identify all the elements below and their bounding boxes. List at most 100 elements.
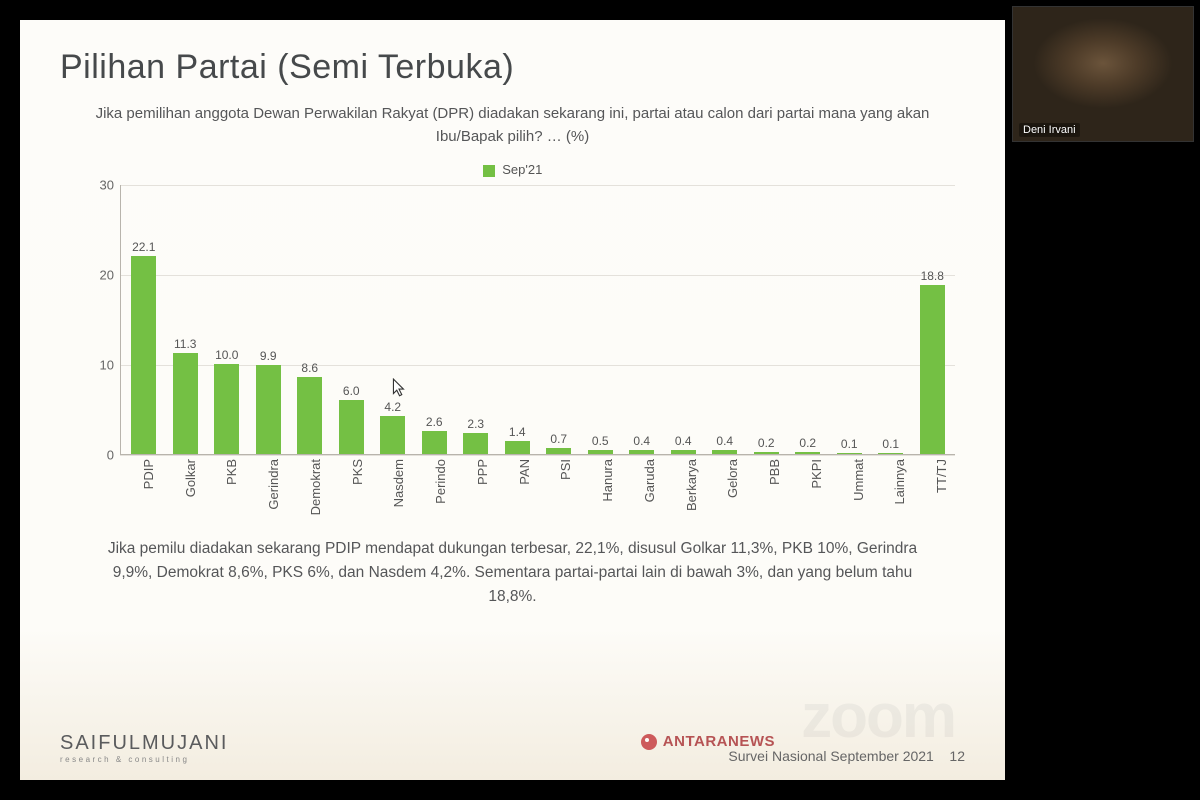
bar-value-label: 0.1: [882, 437, 899, 451]
bar: [712, 450, 737, 454]
x-category-label: PKS: [350, 459, 365, 485]
bar-slot: 10.0: [206, 185, 248, 454]
bar-value-label: 6.0: [343, 384, 360, 398]
y-axis: 0102030: [90, 185, 120, 455]
slide-footer: SAIFULMUJANI research & consulting Surve…: [60, 732, 965, 764]
bar-value-label: 0.4: [675, 434, 692, 448]
x-category-label: PPP: [475, 459, 490, 485]
bar-slot: 22.1: [123, 185, 165, 454]
bar: [214, 364, 239, 454]
bars-group: 22.111.310.09.98.66.04.22.62.31.40.70.50…: [121, 185, 955, 454]
legend-swatch: [483, 165, 495, 177]
x-label-slot: PKS: [329, 455, 371, 525]
bar: [795, 452, 820, 454]
bar: [837, 453, 862, 454]
bar: [380, 416, 405, 454]
bar-slot: 0.4: [704, 185, 746, 454]
presentation-slide: Pilihan Partai (Semi Terbuka) Jika pemil…: [20, 20, 1005, 780]
bar-slot: 2.6: [414, 185, 456, 454]
brand-name: SAIFULMUJANI: [60, 732, 228, 755]
bar: [422, 431, 447, 454]
legend-label: Sep'21: [502, 162, 542, 177]
bar-slot: 8.6: [289, 185, 331, 454]
bar: [173, 353, 198, 454]
bar-slot: 0.1: [829, 185, 871, 454]
x-category-label: Gelora: [725, 459, 740, 498]
bar: [920, 285, 945, 454]
x-label-slot: Hanura: [579, 455, 621, 525]
x-category-label: Garuda: [642, 459, 657, 502]
page-number: 12: [949, 748, 965, 764]
slide-title: Pilihan Partai (Semi Terbuka): [60, 48, 965, 87]
x-label-slot: Lainnya: [872, 455, 914, 525]
x-category-label: TT/TJ: [934, 459, 949, 493]
x-category-label: Ummat: [851, 459, 866, 501]
x-category-label: Perindo: [433, 459, 448, 504]
webcam-video-placeholder: [1013, 7, 1193, 141]
x-category-label: PDIP: [141, 459, 156, 489]
bar-value-label: 0.4: [716, 434, 733, 448]
x-category-label: Berkarya: [684, 459, 699, 511]
bar: [671, 450, 696, 454]
y-tick-label: 30: [100, 178, 114, 193]
bar-slot: 18.8: [912, 185, 954, 454]
bar: [878, 453, 903, 454]
bar-value-label: 4.2: [384, 400, 401, 414]
x-label-slot: Golkar: [162, 455, 204, 525]
x-label-slot: PKPI: [788, 455, 830, 525]
bar: [131, 256, 156, 454]
bar-value-label: 8.6: [301, 361, 318, 375]
y-tick-label: 10: [100, 358, 114, 373]
x-category-label: Hanura: [600, 459, 615, 502]
bar-value-label: 9.9: [260, 349, 277, 363]
bar-slot: 1.4: [497, 185, 539, 454]
bar-value-label: 0.4: [633, 434, 650, 448]
bar-slot: 2.3: [455, 185, 497, 454]
bar: [546, 448, 571, 454]
x-category-label: Golkar: [183, 459, 198, 497]
x-label-slot: Ummat: [830, 455, 872, 525]
bar-slot: 0.4: [621, 185, 663, 454]
y-tick-label: 0: [107, 448, 114, 463]
x-category-label: Lainnya: [892, 459, 907, 505]
bar: [297, 377, 322, 454]
bar-slot: 0.2: [746, 185, 788, 454]
x-label-slot: Demokrat: [287, 455, 329, 525]
bar-value-label: 0.2: [799, 436, 816, 450]
bar-value-label: 11.3: [174, 337, 196, 351]
bar-slot: 0.7: [538, 185, 580, 454]
plot-area: 22.111.310.09.98.66.04.22.62.31.40.70.50…: [120, 185, 955, 455]
x-label-slot: Gelora: [705, 455, 747, 525]
x-label-slot: PBB: [746, 455, 788, 525]
bar-slot: 6.0: [331, 185, 373, 454]
survey-source: Survei Nasional September 2021: [728, 748, 933, 764]
bar-slot: 4.2: [372, 185, 414, 454]
bar-slot: 0.1: [870, 185, 912, 454]
bar-slot: 11.3: [165, 185, 207, 454]
x-label-slot: Berkarya: [663, 455, 705, 525]
chart-legend: Sep'21: [60, 162, 965, 177]
bar-value-label: 0.7: [550, 432, 567, 446]
x-category-label: PBB: [767, 459, 782, 485]
brand-tagline: research & consulting: [60, 755, 228, 764]
x-category-label: PKB: [224, 459, 239, 485]
bar-value-label: 1.4: [509, 425, 526, 439]
x-category-label: Demokrat: [308, 459, 323, 515]
x-label-slot: PSI: [538, 455, 580, 525]
bar: [505, 441, 530, 454]
summary-text: Jika pemilu diadakan sekarang PDIP menda…: [90, 537, 935, 609]
participant-webcam[interactable]: Deni Irvani: [1012, 6, 1194, 142]
bar-value-label: 2.3: [467, 417, 484, 431]
x-category-label: Nasdem: [391, 459, 406, 507]
bar-value-label: 18.8: [921, 269, 944, 283]
x-category-label: PSI: [558, 459, 573, 480]
bar-value-label: 2.6: [426, 415, 443, 429]
x-category-label: PKPI: [809, 459, 824, 489]
x-label-slot: PKB: [204, 455, 246, 525]
x-label-slot: PPP: [454, 455, 496, 525]
x-label-slot: Perindo: [412, 455, 454, 525]
bar: [339, 400, 364, 454]
survey-question: Jika pemilihan anggota Dewan Perwakilan …: [90, 103, 935, 148]
bar-slot: 0.4: [663, 185, 705, 454]
x-label-slot: TT/TJ: [913, 455, 955, 525]
